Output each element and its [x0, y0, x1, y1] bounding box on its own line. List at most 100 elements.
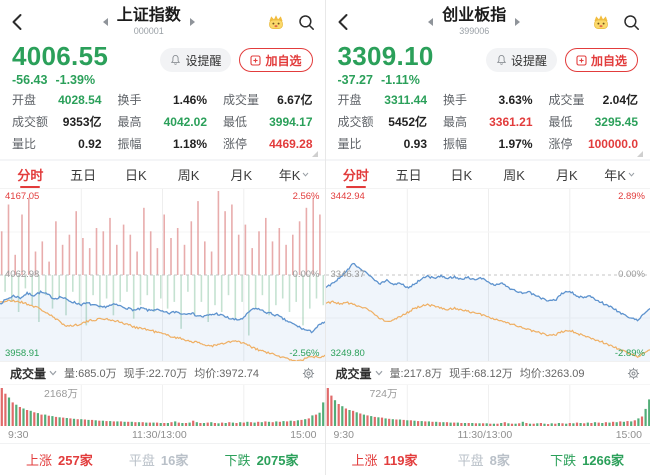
index-panel: 创业板指 399006 [325, 0, 650, 475]
set-alert-button[interactable]: 设提醒 [485, 48, 557, 72]
period-tabs: 分时 五日 日K 周K 月K 年K [325, 161, 650, 189]
volume-chart[interactable]: 2168万 [0, 384, 325, 427]
time-axis: 9:30 11:30/13:00 15:00 [326, 427, 650, 443]
tab-weekly-k[interactable]: 周K [488, 161, 541, 188]
add-watchlist-button[interactable]: 加自选 [239, 48, 313, 72]
stat-label: 涨停 [548, 137, 573, 151]
volume-value: 量:217.8万 [389, 368, 443, 380]
plus-square-icon [250, 54, 262, 66]
tab-label: 月K [556, 168, 578, 183]
unchanged[interactable]: 平盘 16家 [129, 450, 188, 469]
price-block: 3309.10 -37.27 -1.11% 设提醒 加自选 [326, 40, 650, 88]
chevron-down-icon [303, 172, 309, 177]
header-bar: 创业板指 399006 [326, 0, 650, 40]
decliners-label: 下跌 [550, 453, 577, 468]
stat-label: 换手 [117, 93, 142, 107]
volume-max-label: 2168万 [44, 388, 78, 400]
stat-value: 1.97% [498, 137, 533, 151]
panel-divider [324, 0, 326, 475]
next-index-button[interactable] [515, 17, 521, 26]
stat-value: 4042.02 [163, 115, 207, 129]
price-change: -37.27 [337, 73, 373, 88]
volume-info-bar: 成交量 量:685.0万 现手:22.70万 均价:3972.74 [0, 361, 325, 384]
advancers-label: 上涨 [351, 453, 378, 468]
expand-stats-handle[interactable] [637, 151, 643, 157]
market-breadth-bar: 上涨 119家 平盘 8家 下跌 1266家 [325, 443, 650, 475]
next-index-button[interactable] [189, 17, 195, 26]
tab-intraday[interactable]: 分时 [4, 161, 57, 188]
back-button[interactable] [10, 13, 32, 31]
stat-label: 成交量 [548, 93, 585, 107]
vip-crown-icon[interactable] [591, 13, 611, 31]
tab-monthly-k[interactable]: 月K [215, 161, 268, 188]
price-block: 4006.55 -56.43 -1.39% 设提醒 加自选 [0, 40, 325, 88]
stat-value: 3295.45 [594, 115, 638, 129]
tab-monthly-k[interactable]: 月K [541, 161, 594, 188]
vip-crown-icon[interactable] [266, 13, 286, 31]
decliners[interactable]: 下跌 2075家 [225, 450, 299, 469]
last-price: 4006.55 [12, 41, 109, 71]
title-block: 上证指数 000001 [116, 6, 181, 36]
stat-value: 6.67亿 [277, 93, 313, 107]
chevron-down-icon [375, 370, 382, 376]
stat-value: 5452亿 [388, 115, 427, 129]
market-breadth-bar: 上涨 257家 平盘 16家 下跌 2075家 [0, 443, 325, 475]
prev-index-button[interactable] [428, 17, 434, 26]
stat-value: 3361.21 [489, 115, 533, 129]
stat-label: 量比 [337, 137, 362, 151]
tab-5day[interactable]: 五日 [57, 161, 110, 188]
stat-cell: 成交量 2.04亿 [549, 91, 639, 109]
average-price-value: 均价:3263.09 [519, 368, 585, 380]
stat-label: 开盘 [12, 93, 37, 107]
bell-icon [496, 54, 507, 65]
stat-label: 振幅 [117, 137, 142, 151]
gear-icon[interactable] [627, 367, 640, 380]
advancers-count: 119家 [383, 453, 418, 468]
search-icon[interactable] [298, 14, 315, 31]
tab-5day[interactable]: 五日 [382, 161, 435, 188]
chart-low-pct-label: -2.89% [614, 347, 645, 359]
current-lots-value: 现手:68.12万 [449, 368, 513, 380]
tab-label: 日K [125, 168, 147, 183]
tab-yearly-k[interactable]: 年K [268, 161, 321, 188]
chart-prevclose-label: 3346.37 [330, 268, 365, 280]
stat-value: 100000.0 [587, 137, 638, 151]
volume-value: 量:685.0万 [64, 368, 117, 380]
stats-grid: 开盘 3311.44 换手 3.63% 成交量 2.04亿 成交额 5452亿 最高 3361.2… [326, 88, 650, 159]
advancers[interactable]: 上涨 257家 [26, 450, 93, 469]
prev-index-button[interactable] [102, 17, 108, 26]
set-alert-button[interactable]: 设提醒 [160, 48, 232, 72]
decliners[interactable]: 下跌 1266家 [550, 450, 624, 469]
chevron-down-icon [49, 370, 57, 376]
tab-intraday[interactable]: 分时 [330, 161, 383, 188]
tab-daily-k[interactable]: 日K [110, 161, 163, 188]
back-button[interactable] [336, 13, 358, 31]
intraday-chart[interactable]: 4167.05 2.56% 4062.98 0.00% 3958.91 -2.5… [0, 189, 325, 361]
tab-weekly-k[interactable]: 周K [162, 161, 215, 188]
stat-cell: 最高 4042.02 [118, 113, 208, 131]
stat-label: 成交额 [337, 115, 374, 129]
stat-cell: 成交额 5452亿 [338, 113, 428, 131]
stat-value: 4469.28 [269, 137, 313, 151]
chart-high-label: 4167.05 [5, 191, 40, 202]
tab-yearly-k[interactable]: 年K [593, 161, 646, 188]
volume-chart[interactable]: 724万 [325, 384, 650, 427]
gear-icon[interactable] [302, 367, 315, 380]
advancers[interactable]: 上涨 119家 [352, 450, 418, 469]
unchanged[interactable]: 平盘 8家 [458, 450, 510, 469]
intraday-chart[interactable]: 3442.94 2.89% 3346.37 0.00% 3249.80 -2.8… [325, 189, 650, 361]
tab-label: 周K [177, 168, 200, 183]
index-title: 上证指数 [116, 6, 181, 24]
last-price: 3309.10 [337, 41, 434, 71]
stat-value: 1.46% [172, 93, 207, 107]
volume-indicator-selector[interactable]: 成交量 [336, 365, 383, 382]
tab-daily-k[interactable]: 日K [435, 161, 488, 188]
volume-indicator-selector[interactable]: 成交量 [10, 365, 57, 382]
expand-stats-handle[interactable] [311, 151, 318, 157]
stat-label: 开盘 [337, 93, 362, 107]
average-price-value: 均价:3972.74 [194, 368, 260, 380]
stat-value: 0.92 [78, 137, 102, 151]
volume-max-label: 724万 [369, 388, 398, 400]
add-watchlist-button[interactable]: 加自选 [564, 48, 638, 72]
search-icon[interactable] [623, 14, 640, 31]
